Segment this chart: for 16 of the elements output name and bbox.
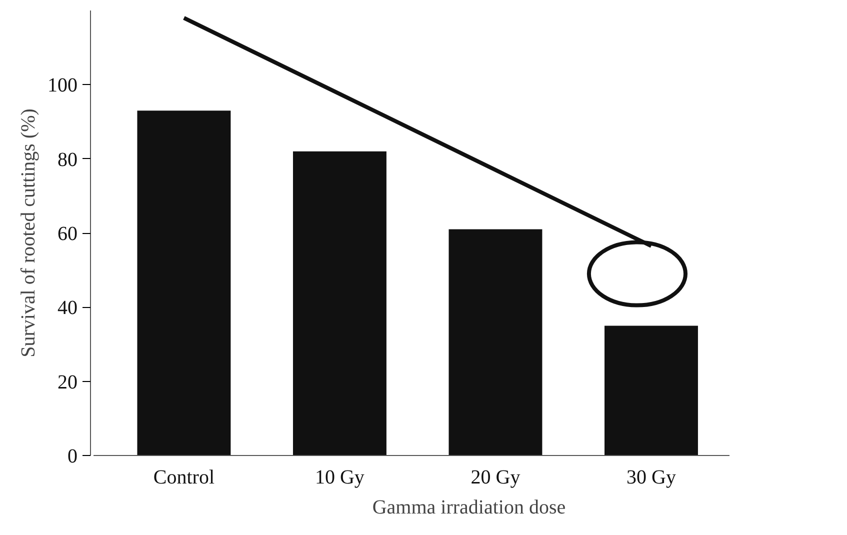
x-tick-label: Control bbox=[153, 466, 215, 488]
x-axis-title: Gamma irradiation dose bbox=[372, 496, 566, 518]
y-axis-title: Survival of rooted cuttings (%) bbox=[18, 108, 40, 358]
x-tick-label: 20 Gy bbox=[470, 466, 520, 488]
bar bbox=[604, 326, 698, 456]
y-tick-label: 60 bbox=[58, 223, 78, 245]
y-tick-label: 100 bbox=[48, 74, 78, 97]
x-tick-label: 30 Gy bbox=[626, 466, 676, 488]
x-tick-label: 10 Gy bbox=[314, 466, 364, 488]
bar bbox=[137, 110, 231, 456]
y-tick-label: 40 bbox=[58, 297, 78, 320]
bar bbox=[292, 151, 386, 456]
y-tick-label: 20 bbox=[58, 371, 78, 394]
bar bbox=[448, 229, 542, 456]
y-tick-label: 80 bbox=[58, 148, 78, 171]
y-tick-label: 0 bbox=[68, 446, 78, 468]
